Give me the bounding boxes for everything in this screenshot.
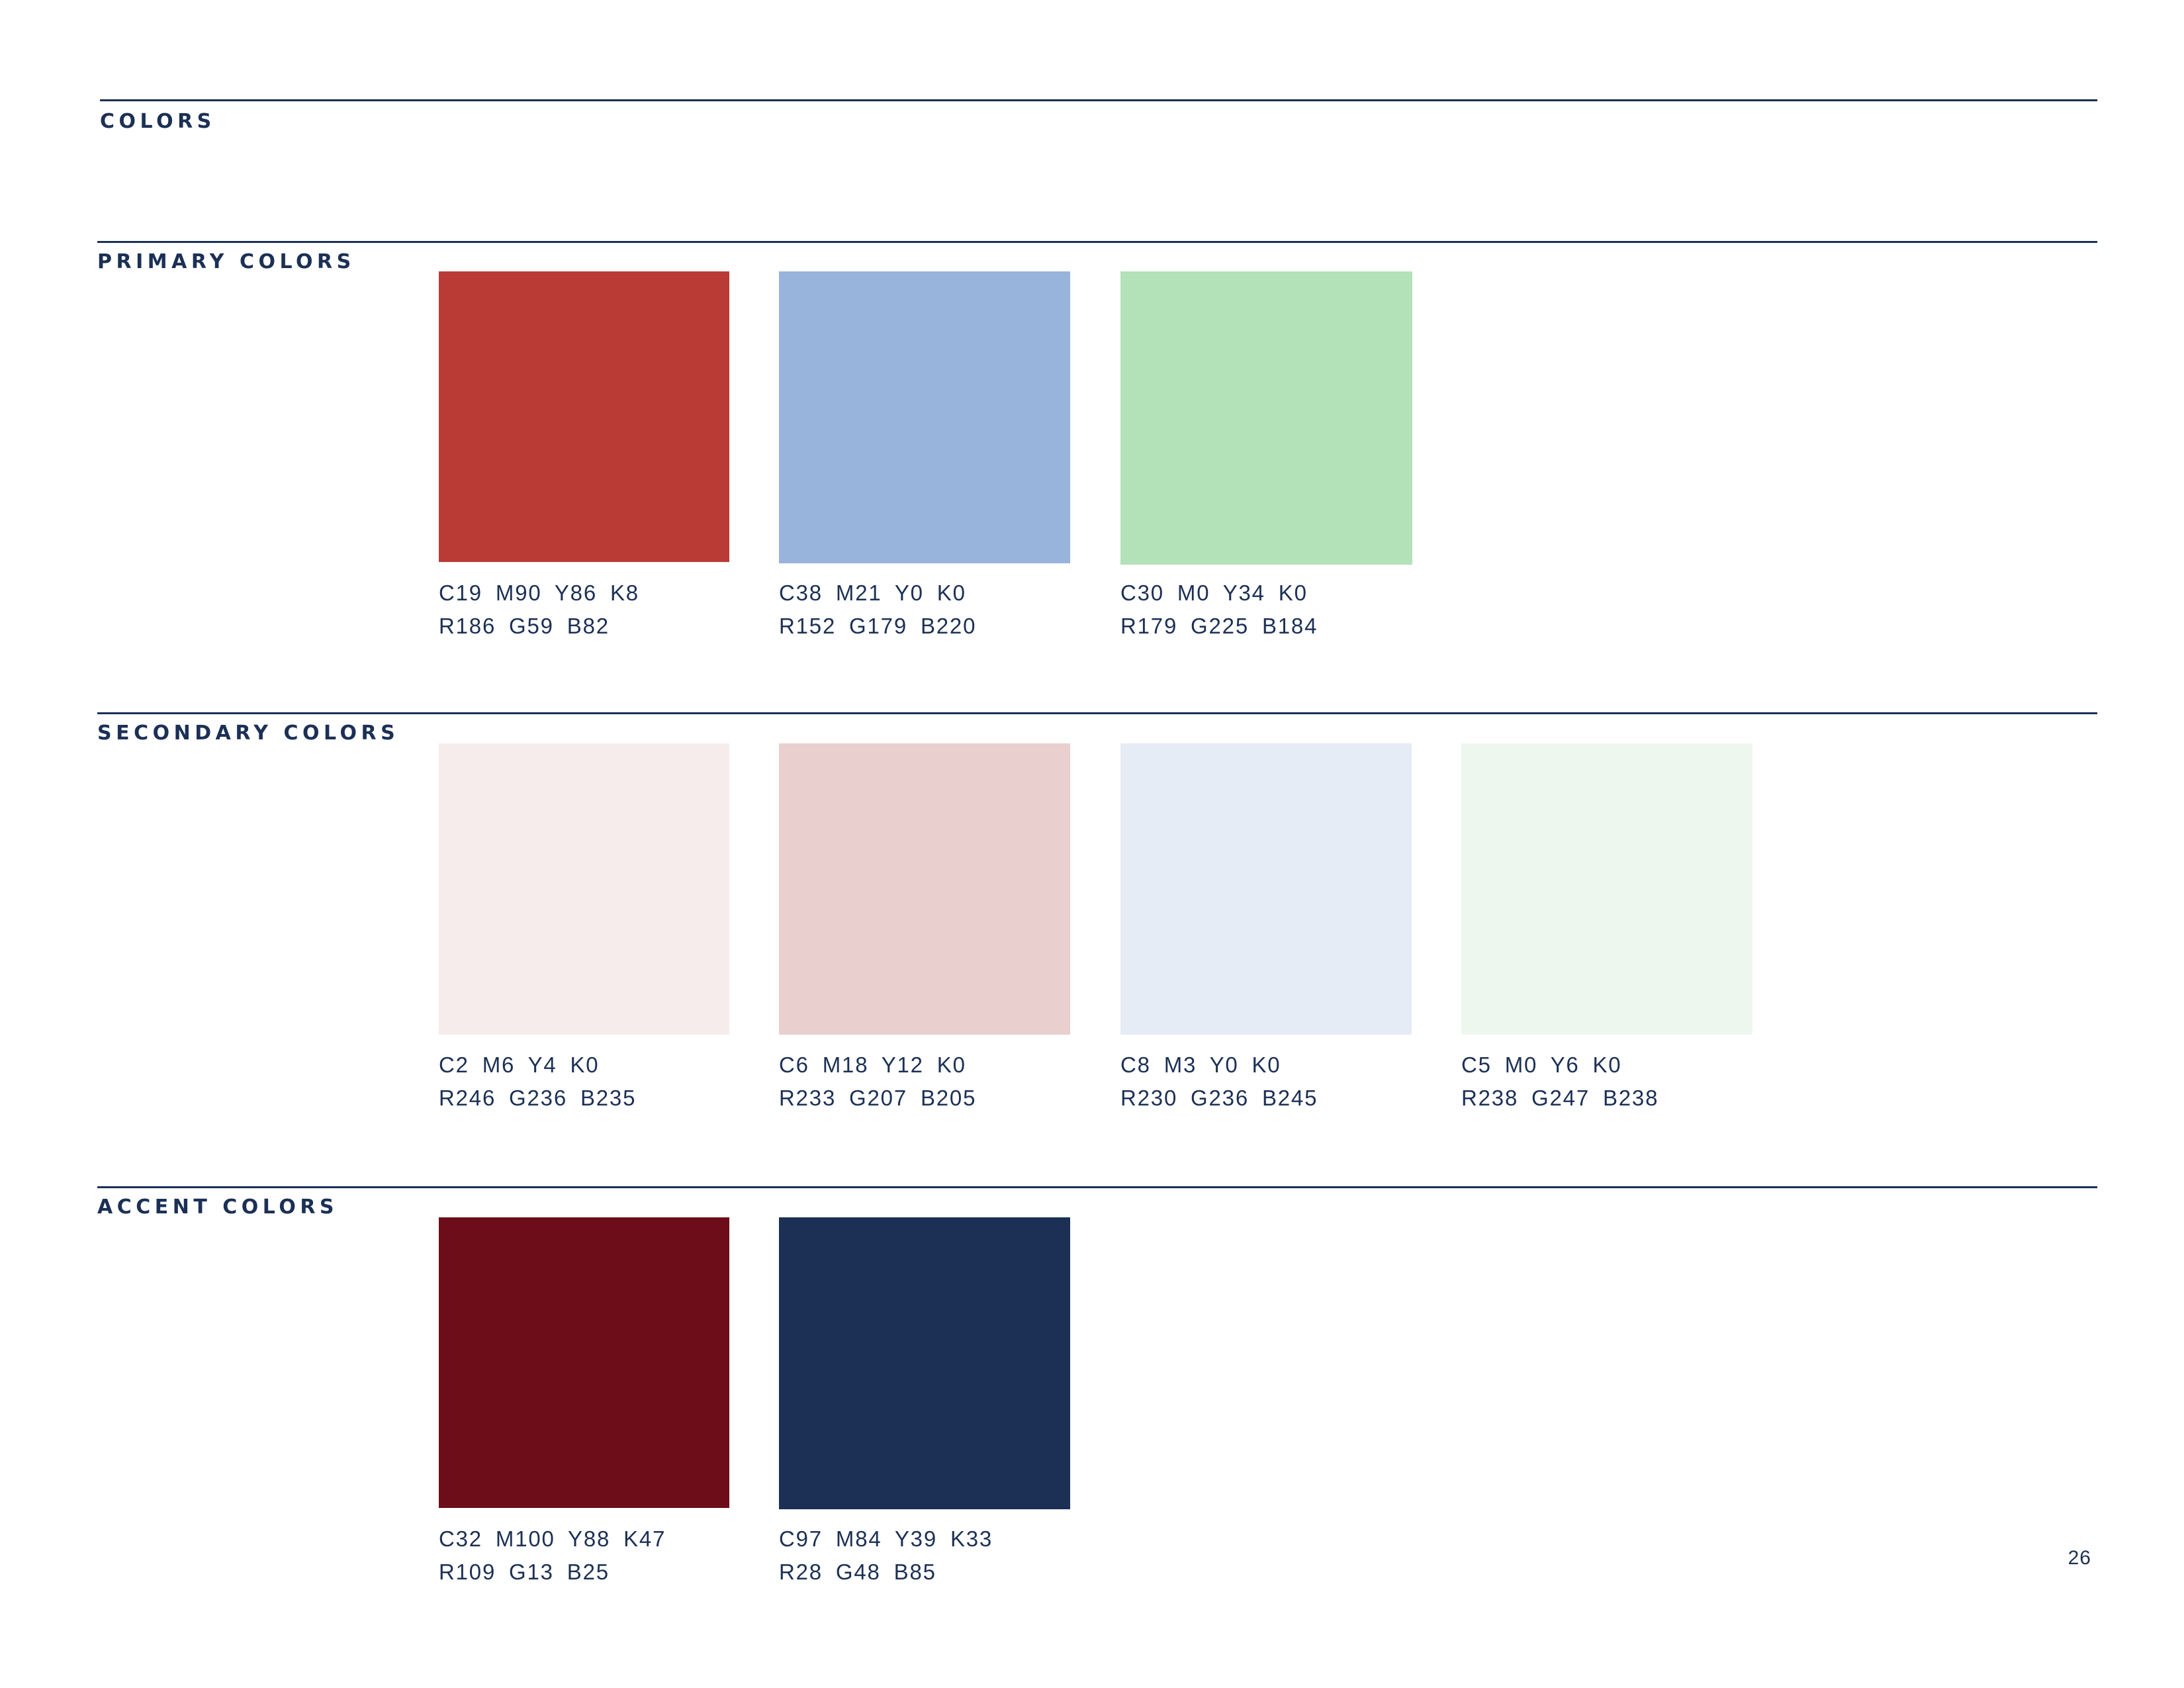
cmyk-value: C97 M84 Y39 K33 [779, 1526, 993, 1551]
secondary-colors-heading: SECONDARY COLORS [97, 722, 400, 745]
rgb-value: R179 G225 B184 [1120, 614, 1318, 638]
rgb-value: R230 G236 B245 [1120, 1086, 1318, 1110]
color-chip [779, 271, 1070, 563]
primary-colors-heading: PRIMARY COLORS [97, 250, 355, 273]
color-chip [779, 1217, 1070, 1509]
cmyk-value: C30 M0 Y34 K0 [1120, 581, 1308, 605]
cmyk-value: C6 M18 Y12 K0 [779, 1053, 966, 1077]
page-title: COLORS [100, 110, 216, 133]
color-chip [439, 271, 729, 562]
rgb-value: R246 G236 B235 [439, 1086, 637, 1110]
color-chip [1120, 743, 1412, 1035]
color-chip [779, 743, 1070, 1035]
rgb-value: R186 G59 B82 [439, 614, 610, 638]
rgb-value: R238 G247 B238 [1461, 1086, 1659, 1110]
rgb-value: R109 G13 B25 [439, 1560, 610, 1584]
cmyk-value: C2 M6 Y4 K0 [439, 1053, 600, 1077]
color-chip [1120, 271, 1412, 565]
cmyk-value: C5 M0 Y6 K0 [1461, 1053, 1622, 1077]
accent-colors-rule [97, 1186, 2097, 1188]
secondary-colors-rule [97, 712, 2097, 714]
rgb-value: R233 G207 B205 [779, 1086, 977, 1110]
rgb-value: R152 G179 B220 [779, 614, 977, 638]
cmyk-value: C38 M21 Y0 K0 [779, 581, 966, 605]
cmyk-value: C19 M90 Y86 K8 [439, 581, 639, 605]
primary-colors-rule [97, 241, 2097, 243]
cmyk-value: C8 M3 Y0 K0 [1120, 1053, 1281, 1077]
color-chip [439, 743, 729, 1035]
page-number: 26 [2068, 1547, 2091, 1569]
cmyk-value: C32 M100 Y88 K47 [439, 1526, 666, 1551]
rgb-value: R28 G48 B85 [779, 1560, 936, 1584]
color-chip [439, 1217, 729, 1508]
color-chip [1461, 743, 1752, 1035]
header-rule [100, 99, 2097, 101]
accent-colors-heading: ACCENT COLORS [97, 1196, 339, 1219]
